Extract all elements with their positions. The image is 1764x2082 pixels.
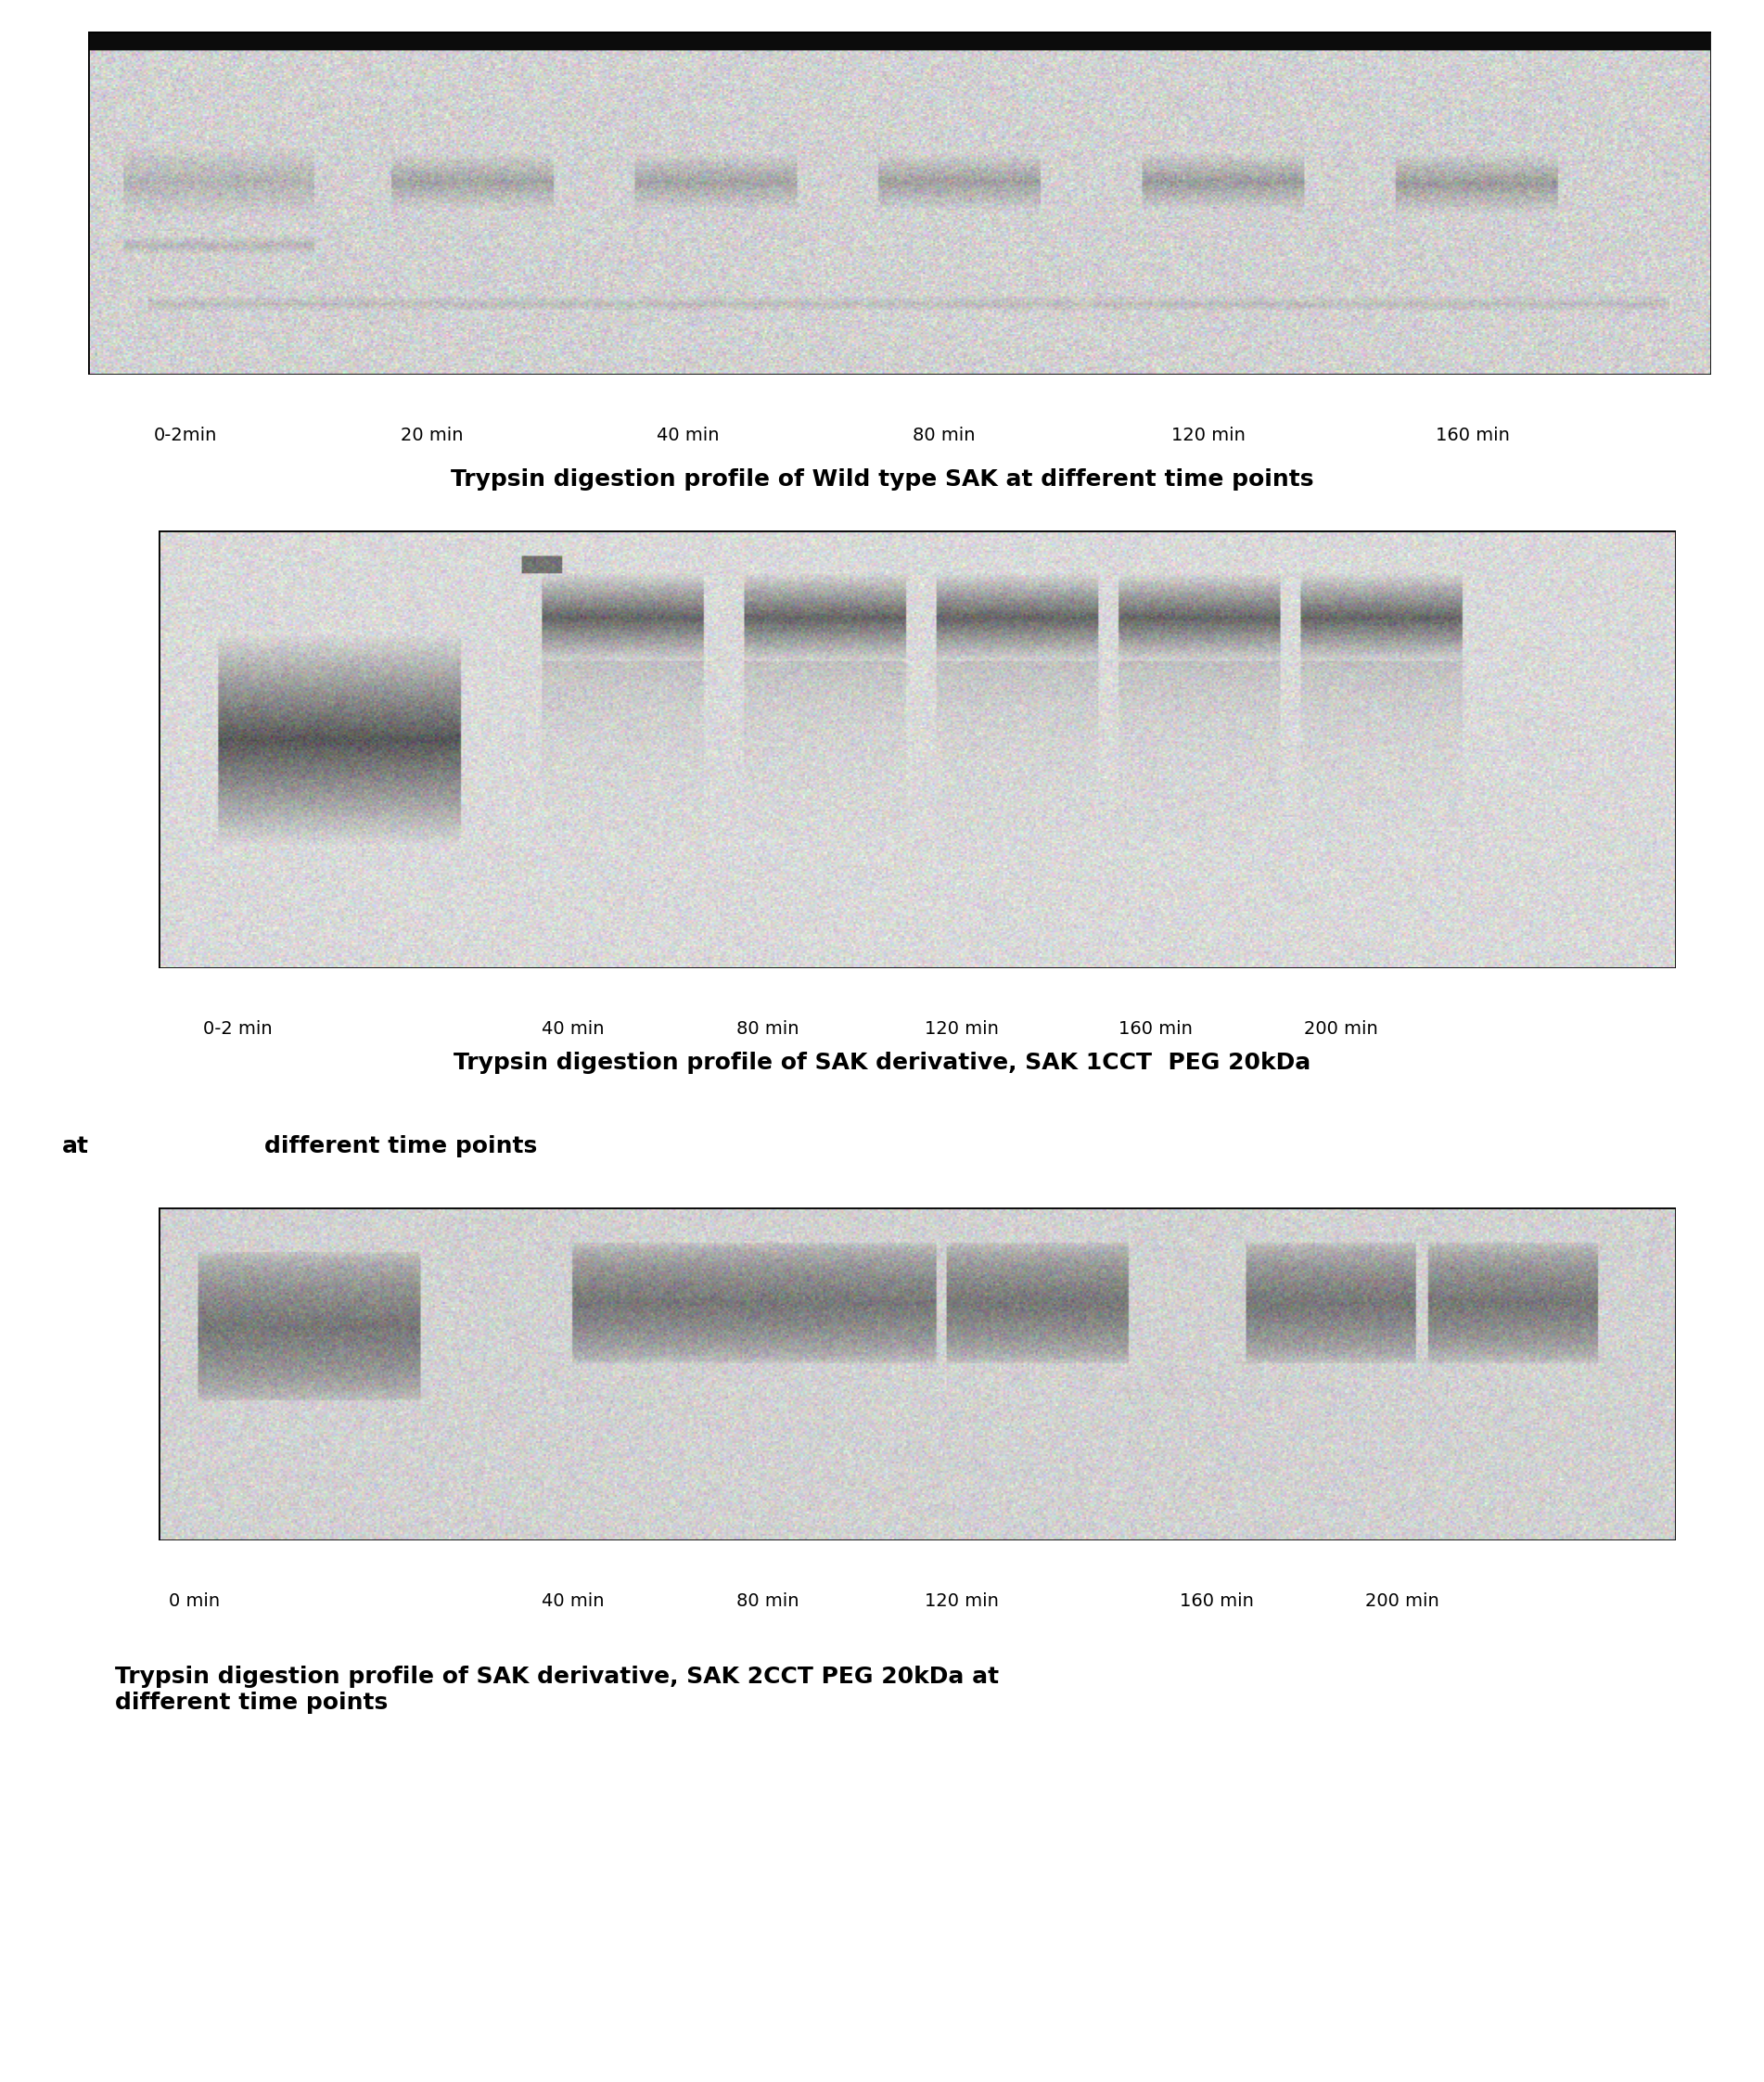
Text: 80 min: 80 min [736,1593,799,1609]
Text: Trypsin digestion profile of SAK derivative, SAK 2CCT PEG 20kDa at
different tim: Trypsin digestion profile of SAK derivat… [115,1666,998,1713]
Text: Trypsin digestion profile of Wild type SAK at different time points: Trypsin digestion profile of Wild type S… [450,468,1314,491]
Text: 160 min: 160 min [1118,1020,1192,1037]
Text: 80 min: 80 min [912,427,975,443]
Bar [88,31,1711,375]
Text: 200 min: 200 min [1304,1020,1378,1037]
Text: 120 min: 120 min [1171,427,1245,443]
Text: 120 min: 120 min [924,1020,998,1037]
Text: 0-2min: 0-2min [153,427,217,443]
Text: Trypsin digestion profile of SAK derivative, SAK 1CCT  PEG 20kDa: Trypsin digestion profile of SAK derivat… [453,1051,1311,1074]
Text: 0-2 min: 0-2 min [203,1020,273,1037]
Text: 160 min: 160 min [1180,1593,1254,1609]
Text: 160 min: 160 min [1436,427,1510,443]
Text: 40 min: 40 min [542,1020,605,1037]
Text: 40 min: 40 min [656,427,720,443]
Bar [159,531,1676,968]
Text: 20 min: 20 min [400,427,464,443]
Text: at: at [62,1135,88,1158]
Text: 40 min: 40 min [542,1593,605,1609]
Text: 0 min: 0 min [169,1593,219,1609]
Text: 200 min: 200 min [1365,1593,1439,1609]
Text: 80 min: 80 min [736,1020,799,1037]
Bar [159,1208,1676,1541]
Text: different time points: different time points [265,1135,538,1158]
Text: 120 min: 120 min [924,1593,998,1609]
